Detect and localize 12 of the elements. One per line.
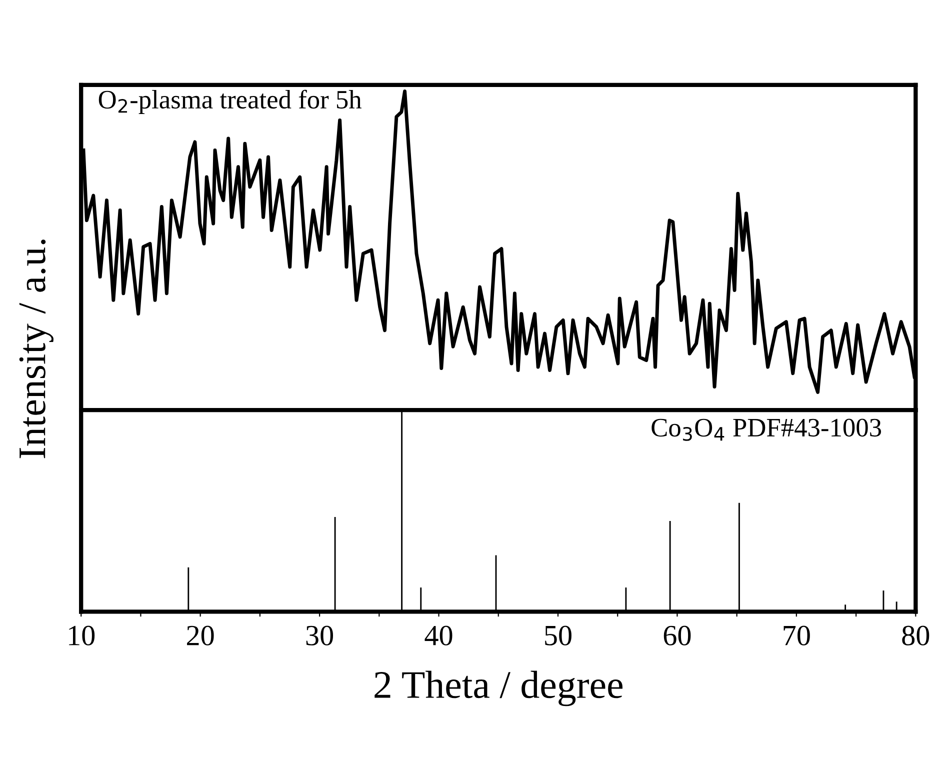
x-tick-label: 40 bbox=[424, 626, 452, 646]
x-axis-title: 2 Theta / degree bbox=[374, 670, 622, 706]
x-tick-label: 60 bbox=[664, 626, 691, 646]
annotation: Co$_{3}$O$_{4}$ PDF#43-1003 bbox=[652, 418, 882, 441]
annotation: O$_{2}$-plasma treated for 5h bbox=[98, 90, 362, 114]
x-tick-label: 50 bbox=[545, 626, 572, 646]
x-tick-label: 80 bbox=[902, 626, 930, 646]
x-tick-label: 70 bbox=[784, 626, 810, 646]
x-tick-label: 20 bbox=[187, 626, 214, 646]
x-tick-label: 10 bbox=[69, 626, 95, 646]
y-axis-title: Intensity / a.u. bbox=[19, 240, 54, 458]
x-tick-label: 30 bbox=[306, 626, 334, 646]
